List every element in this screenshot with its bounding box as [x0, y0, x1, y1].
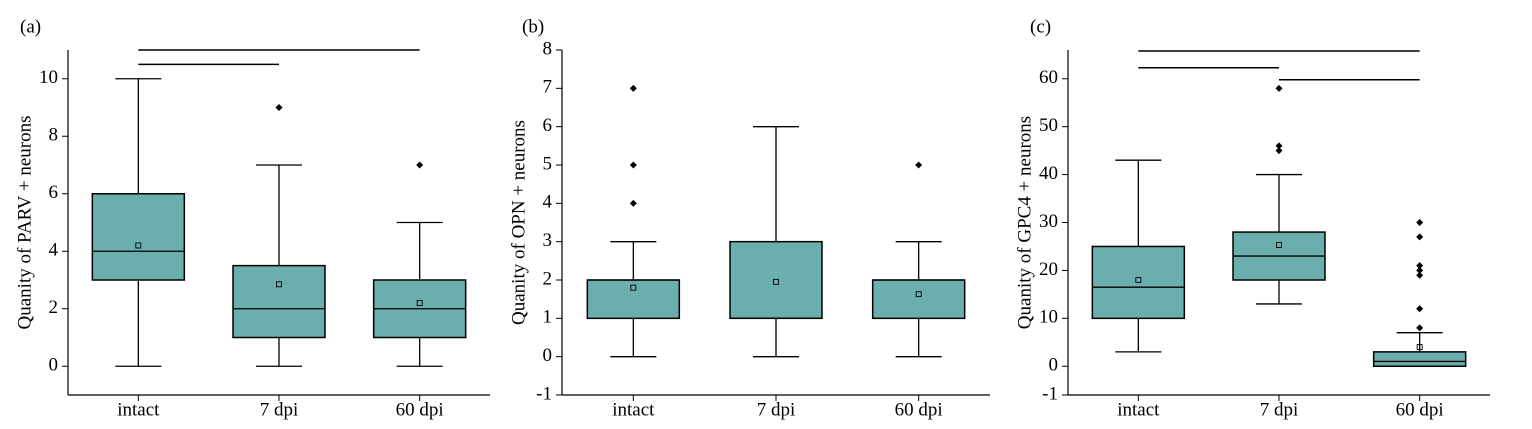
y-tick-label: 8 — [49, 125, 59, 146]
y-tick-label: -1 — [1042, 383, 1058, 404]
mean — [1276, 242, 1282, 248]
box — [729, 240, 823, 320]
x-tick-label: 60 dpi — [396, 399, 444, 420]
outlier — [1416, 262, 1424, 270]
y-axis-label: Quanity of PARV + neurons — [14, 116, 35, 330]
outlier — [1416, 271, 1424, 279]
y-tick-label: 30 — [1039, 211, 1058, 232]
y-tick-label: 7 — [543, 77, 553, 98]
mean — [416, 300, 423, 306]
outlier — [1416, 266, 1424, 274]
y-tick-label: 8 — [543, 38, 553, 59]
outlier — [629, 84, 637, 92]
y-tick-label: 1 — [543, 307, 553, 328]
y-tick-label: 2 — [543, 268, 553, 289]
outlier — [1416, 233, 1424, 241]
mean — [276, 281, 282, 288]
x-tick-label: intact — [1117, 399, 1160, 420]
box — [586, 279, 681, 320]
x-tick-label: intact — [117, 399, 160, 420]
outlier — [1416, 305, 1424, 313]
outlier — [1275, 147, 1283, 155]
y-tick-label: 10 — [1039, 307, 1058, 328]
y-axis-label: Quanity of OPN + neurons — [508, 120, 529, 325]
y-tick-label: 6 — [543, 115, 553, 136]
y-tick-label: 6 — [49, 182, 59, 203]
y-tick-label: 3 — [543, 230, 553, 251]
panel-label: (c) — [1030, 16, 1051, 37]
x-tick-label: 7 dpi — [1260, 399, 1299, 420]
box — [871, 279, 966, 320]
panel-label: (a) — [20, 16, 41, 37]
y-tick-label: 5 — [543, 153, 553, 174]
outlier — [1275, 142, 1283, 150]
mean — [1416, 344, 1423, 351]
outlier — [629, 161, 637, 169]
x-tick-label: 60 dpi — [895, 399, 943, 420]
box — [91, 193, 186, 281]
y-tick-label: 0 — [1049, 355, 1059, 376]
x-tick-label: 60 dpi — [1396, 399, 1444, 420]
mean — [630, 284, 637, 291]
y-tick-label: 10 — [39, 67, 58, 88]
x-tick-label: 7 dpi — [260, 399, 299, 420]
y-axis-label: Quanity of GPC4 + neurons — [1014, 116, 1035, 329]
outlier — [915, 161, 923, 169]
y-tick-label: 60 — [1039, 67, 1058, 88]
box — [232, 264, 326, 339]
outlier — [1416, 324, 1424, 332]
outlier — [416, 161, 424, 169]
outlier — [629, 199, 637, 207]
y-tick-label: 0 — [543, 345, 553, 366]
x-tick-label: 7 dpi — [757, 399, 796, 420]
mean — [1135, 277, 1142, 283]
x-tick-label: intact — [612, 399, 655, 420]
y-tick-label: 20 — [1039, 259, 1058, 280]
y-tick-label: 40 — [1039, 163, 1058, 184]
mean — [135, 242, 142, 249]
y-tick-label: 0 — [49, 355, 59, 376]
y-tick-label: 4 — [543, 192, 553, 213]
mean — [773, 278, 779, 285]
box — [1372, 351, 1467, 367]
mean — [915, 291, 922, 298]
y-tick-label: 50 — [1039, 115, 1058, 136]
outlier — [275, 104, 283, 111]
y-tick-label: 4 — [49, 240, 59, 261]
y-tick-label: 2 — [49, 297, 59, 318]
y-tick-label: -1 — [536, 383, 552, 404]
outlier — [1416, 219, 1424, 226]
outlier — [1275, 84, 1283, 92]
panel-label: (b) — [522, 16, 544, 37]
